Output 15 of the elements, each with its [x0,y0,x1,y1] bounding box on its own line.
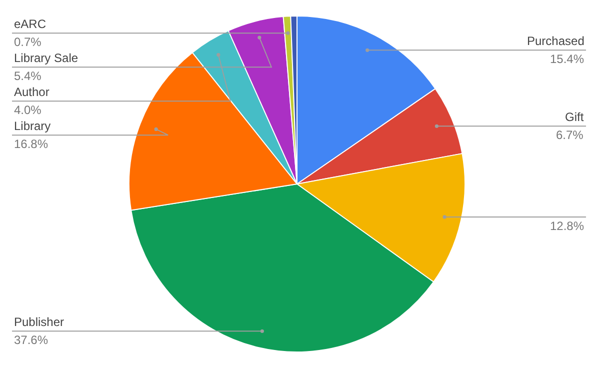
data-label: 0.7% [14,35,42,49]
data-label: 16.8% [14,137,48,151]
slice-label: Library [14,119,51,133]
data-label: 4.0% [14,103,42,117]
slice-label: eARC [14,17,46,31]
data-label: 37.6% [14,333,48,347]
slice-label: Publisher [14,315,64,329]
data-label: 15.4% [550,52,584,66]
slice-label: Gift [565,110,584,124]
data-label: 6.7% [556,128,584,142]
data-label: 12.8% [550,219,584,233]
slice-label: Library Sale [14,51,78,65]
slice-label: Purchased [527,34,584,48]
data-label: 5.4% [14,69,42,83]
slice-label: Author [14,85,50,99]
